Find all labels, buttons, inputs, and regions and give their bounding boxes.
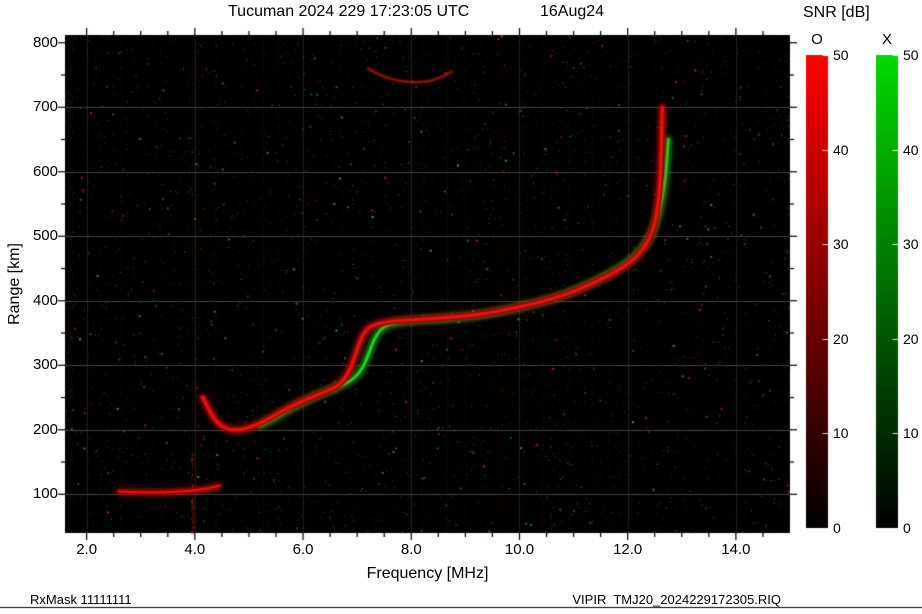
y-axis-tick-label: 500	[32, 227, 58, 245]
plot-title: Tucuman 2024 229 17:23:05 UTC	[228, 3, 470, 20]
colorbar-tick-label: 20	[833, 330, 849, 347]
y-axis-tick-label: 600	[32, 162, 58, 180]
colorbar-tick-label: 40	[833, 141, 849, 158]
x-axis-label: Frequency [MHz]	[366, 565, 489, 582]
colorbar-tick-label: 50	[903, 47, 919, 63]
y-axis-tick-label: 700	[32, 98, 58, 116]
y-axis-tick-label: 800	[32, 33, 58, 51]
plot-date: 16Aug24	[540, 3, 605, 20]
colorbar-o-label: O	[811, 31, 823, 48]
y-axis-label: Range [km]	[6, 243, 23, 325]
colorbar-title: SNR [dB]	[803, 4, 870, 21]
x-axis-tick-label: 10.0	[504, 541, 535, 558]
x-axis-tick-label: 4.0	[184, 541, 206, 558]
x-axis-tick-label: 14.0	[721, 541, 751, 558]
colorbar-tick-label: 50	[833, 47, 849, 63]
colorbar-tick-label: 30	[903, 236, 919, 253]
x-axis-tick-label: 6.0	[292, 541, 314, 558]
y-axis-tick-label: 300	[32, 356, 58, 374]
colorbar-x-label: X	[881, 31, 892, 48]
file-annotation: VIPIR TMJ20_2024229172305.RIQ	[572, 592, 781, 607]
y-axis-tick-label: 400	[32, 291, 58, 309]
colorbar-tick-label: 30	[833, 236, 849, 253]
colorbar-tick-label: 10	[903, 425, 919, 442]
colorbar-tick-label: 20	[903, 330, 919, 347]
colorbar-tick-label: 40	[903, 141, 919, 158]
colorbar-tick-label: 0	[833, 520, 841, 536]
colorbar-tick-label: 10	[833, 425, 849, 442]
y-axis-tick-label: 200	[32, 420, 58, 438]
colorbar-tick-label: 0	[903, 520, 911, 536]
x-axis-tick-label: 2.0	[76, 541, 98, 558]
x-axis-tick-label: 8.0	[400, 541, 422, 558]
y-axis-tick-label: 100	[32, 485, 58, 503]
x-axis-tick-label: 12.0	[613, 541, 643, 558]
rxmask-annotation: RxMask 11111111	[30, 592, 132, 607]
